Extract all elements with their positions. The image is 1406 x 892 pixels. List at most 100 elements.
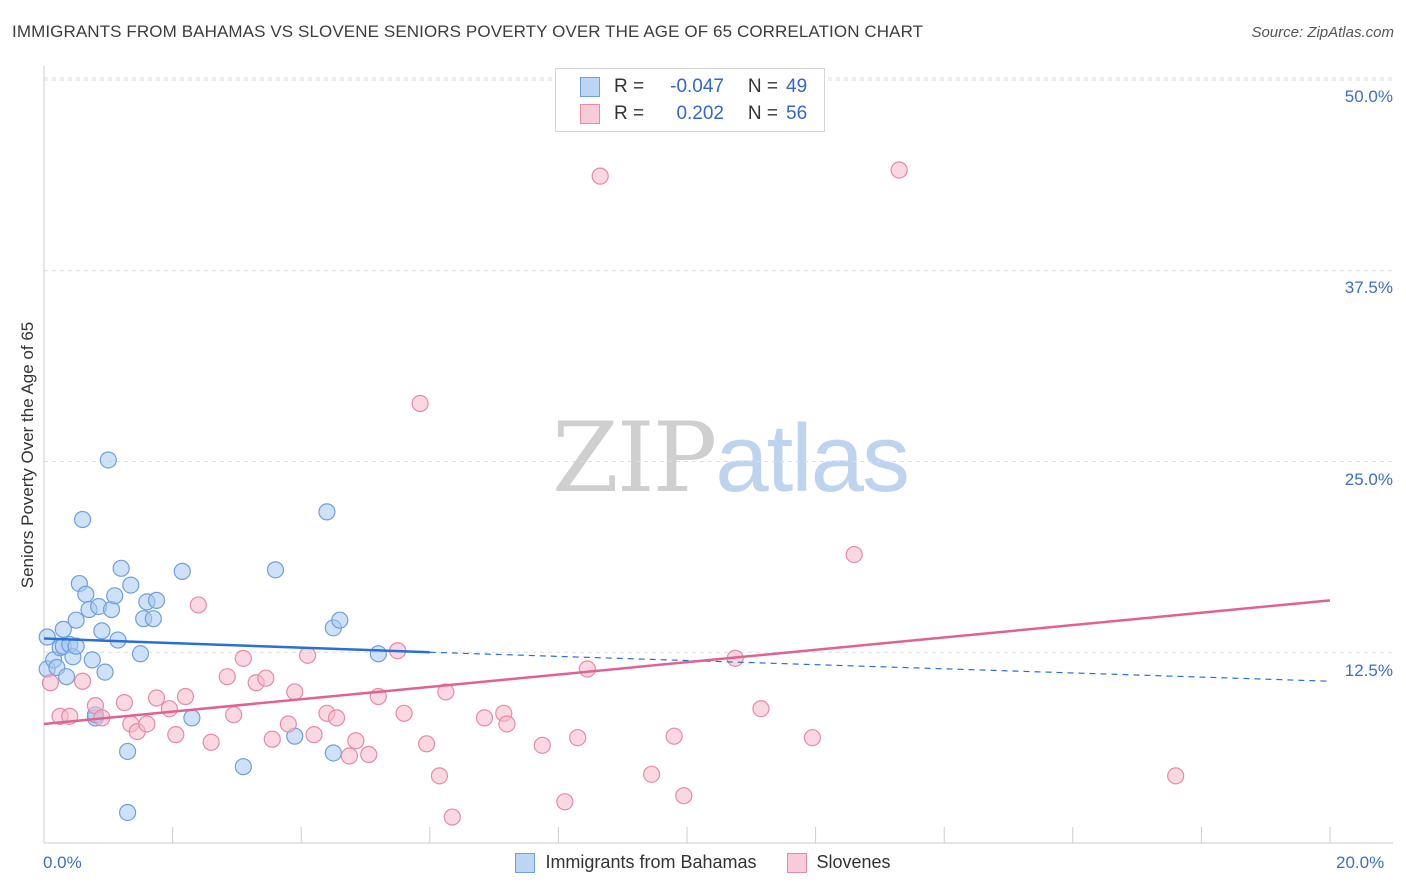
slovene-point xyxy=(73,672,92,690)
bahamas-trend-extension xyxy=(429,651,1331,682)
source-label: Source: ZipAtlas.com xyxy=(1251,24,1394,41)
slovene-point xyxy=(218,668,236,686)
bahamas-trend-line xyxy=(43,637,430,654)
legend-r-value: -0.047 xyxy=(670,76,724,97)
legend-n-value: 56 xyxy=(786,103,808,124)
slovene-trend-line xyxy=(43,599,1331,726)
watermark: ZIPatlas xyxy=(552,402,910,514)
bahamas-point xyxy=(93,622,111,640)
legend-swatch-blue xyxy=(515,852,536,873)
bahamas-point xyxy=(318,503,336,521)
slovene-point xyxy=(41,674,60,692)
slovene-point xyxy=(578,660,596,678)
bahamas-point xyxy=(118,803,137,822)
slovene-point xyxy=(202,733,220,751)
slovene-point xyxy=(305,726,323,744)
slovene-point xyxy=(411,394,429,413)
bahamas-point xyxy=(369,645,387,663)
legend-item-label: Slovenes xyxy=(816,852,891,872)
bahamas-point xyxy=(57,668,76,686)
slovene-point xyxy=(675,787,693,805)
legend-row-bahamas: R = -0.047 N = 49 xyxy=(580,75,807,99)
legend-n-label: N = xyxy=(747,76,778,97)
slovene-point xyxy=(569,729,587,747)
slovene-point xyxy=(147,689,166,707)
slovene-point xyxy=(890,161,908,179)
slovene-point xyxy=(752,700,770,718)
slovene-point xyxy=(225,706,243,724)
x-tick-label: 20.0% xyxy=(1336,853,1385,872)
bahamas-point xyxy=(266,561,285,579)
bahamas-point xyxy=(147,591,166,609)
bahamas-point xyxy=(234,758,252,776)
bahamas-point xyxy=(122,576,140,594)
slovene-point xyxy=(160,700,178,718)
slovene-point xyxy=(845,545,863,564)
slovene-point xyxy=(803,729,821,747)
bahamas-point xyxy=(67,637,85,655)
watermark-zip: ZIP xyxy=(552,402,717,514)
legend-item-bahamas[interactable]: Immigrants from Bahamas xyxy=(515,852,757,873)
y-tick-label: 50.0% xyxy=(1344,87,1393,106)
x-tick-label: 0.0% xyxy=(43,853,82,872)
slovene-point xyxy=(257,669,275,687)
watermark-atlas: atlas xyxy=(715,405,910,512)
bahamas-point xyxy=(183,709,201,727)
bahamas-point xyxy=(324,744,342,762)
slovene-point xyxy=(167,726,185,744)
slovene-point xyxy=(665,727,683,745)
slovene-point xyxy=(115,694,133,712)
slovene-point xyxy=(189,596,207,614)
correlation-legend: R = -0.047 N = 49 R = 0.202 N = 56 xyxy=(555,68,825,132)
bahamas-point xyxy=(173,562,191,580)
legend-swatch-blue xyxy=(580,77,600,97)
slovene-point xyxy=(437,683,455,701)
legend-n-value: 49 xyxy=(786,76,808,97)
legend-r-label: R = xyxy=(614,103,645,124)
slovene-point xyxy=(286,683,304,701)
bahamas-point xyxy=(144,610,162,628)
slovene-point xyxy=(591,167,609,185)
y-tick-label: 25.0% xyxy=(1344,470,1393,489)
slovene-point xyxy=(533,736,551,754)
slovene-point xyxy=(176,687,195,706)
slovene-point xyxy=(340,747,359,765)
slovene-point xyxy=(299,646,317,664)
slovene-point xyxy=(395,704,413,722)
slovene-point xyxy=(1167,767,1185,785)
slovene-point xyxy=(327,709,346,727)
slovene-point xyxy=(279,715,297,733)
slovene-point xyxy=(360,745,378,764)
y-axis-label: Seniors Poverty Over the Age of 65 xyxy=(18,321,37,589)
bahamas-point xyxy=(83,651,101,669)
slovene-point xyxy=(643,765,661,783)
y-tick-label: 37.5% xyxy=(1344,278,1393,297)
y-tick-label: 12.5% xyxy=(1344,661,1393,680)
legend-item-slovenes[interactable]: Slovenes xyxy=(786,852,891,873)
slovene-point xyxy=(475,709,494,727)
legend-item-label: Immigrants from Bahamas xyxy=(545,852,757,872)
bahamas-point xyxy=(38,628,56,646)
legend-r-value: 0.202 xyxy=(676,103,724,124)
slovene-point xyxy=(430,767,449,785)
slovene-point xyxy=(234,649,252,667)
bahamas-point xyxy=(131,645,150,663)
legend-r-label: R = xyxy=(614,76,645,97)
series-legend: Immigrants from Bahamas Slovenes xyxy=(0,852,1406,873)
bahamas-point xyxy=(96,663,114,681)
slovene-point xyxy=(138,715,156,733)
legend-row-slovenes: R = 0.202 N = 56 xyxy=(580,102,807,126)
legend-swatch-pink xyxy=(580,104,600,124)
bahamas-point xyxy=(118,742,137,761)
slovene-point xyxy=(417,735,436,753)
slovene-point xyxy=(263,730,281,748)
bahamas-point xyxy=(106,587,124,605)
bahamas-point xyxy=(112,559,130,577)
slovene-point xyxy=(443,808,461,826)
slovene-point xyxy=(556,793,574,811)
legend-swatch-pink xyxy=(786,852,807,873)
bahamas-point xyxy=(99,451,117,469)
legend-n-label: N = xyxy=(747,103,778,124)
bahamas-point xyxy=(73,510,92,529)
